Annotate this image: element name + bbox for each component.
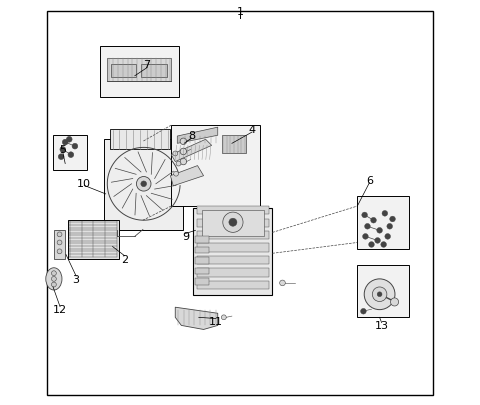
Circle shape bbox=[51, 277, 56, 281]
Circle shape bbox=[391, 298, 398, 306]
Circle shape bbox=[72, 144, 78, 149]
Bar bbox=[357, 265, 409, 318]
Circle shape bbox=[62, 140, 68, 145]
Circle shape bbox=[365, 224, 370, 230]
Circle shape bbox=[60, 147, 66, 153]
Circle shape bbox=[280, 280, 285, 286]
Bar bbox=[197, 219, 269, 227]
Text: 9: 9 bbox=[182, 232, 189, 242]
Circle shape bbox=[136, 177, 151, 192]
Text: 1: 1 bbox=[237, 7, 243, 17]
Circle shape bbox=[66, 137, 72, 143]
Circle shape bbox=[51, 282, 56, 287]
Circle shape bbox=[57, 249, 62, 254]
Bar bbox=[202, 211, 264, 237]
Polygon shape bbox=[108, 59, 171, 81]
Polygon shape bbox=[175, 307, 218, 330]
Circle shape bbox=[221, 315, 226, 320]
Bar bbox=[197, 231, 269, 239]
Circle shape bbox=[59, 154, 64, 160]
Circle shape bbox=[141, 181, 146, 187]
Bar bbox=[110, 65, 136, 78]
Circle shape bbox=[377, 292, 382, 297]
Polygon shape bbox=[170, 166, 204, 186]
Circle shape bbox=[390, 217, 396, 222]
Bar bbox=[54, 231, 65, 259]
Bar bbox=[197, 269, 269, 277]
Bar bbox=[195, 247, 209, 254]
Bar bbox=[222, 136, 246, 154]
Circle shape bbox=[57, 241, 62, 245]
Text: 2: 2 bbox=[121, 254, 128, 264]
Circle shape bbox=[381, 242, 386, 248]
Circle shape bbox=[371, 218, 376, 224]
Text: 4: 4 bbox=[249, 125, 256, 135]
Circle shape bbox=[375, 238, 381, 244]
Bar bbox=[197, 244, 269, 252]
Circle shape bbox=[180, 159, 187, 165]
Bar bbox=[171, 126, 260, 207]
Bar bbox=[100, 47, 180, 98]
Circle shape bbox=[57, 232, 62, 237]
Text: 5: 5 bbox=[60, 145, 66, 155]
Polygon shape bbox=[177, 128, 218, 144]
Text: 3: 3 bbox=[72, 274, 80, 284]
Circle shape bbox=[176, 162, 181, 166]
Circle shape bbox=[362, 213, 368, 218]
Text: 13: 13 bbox=[374, 321, 389, 330]
Circle shape bbox=[180, 139, 187, 145]
Text: 10: 10 bbox=[77, 178, 91, 188]
Bar bbox=[357, 196, 409, 249]
Text: 11: 11 bbox=[209, 317, 223, 326]
Circle shape bbox=[382, 211, 388, 217]
Circle shape bbox=[223, 213, 243, 233]
Circle shape bbox=[229, 219, 237, 227]
Bar bbox=[110, 130, 170, 150]
Circle shape bbox=[68, 152, 74, 158]
Bar bbox=[53, 136, 87, 170]
Bar bbox=[195, 279, 209, 285]
Circle shape bbox=[385, 234, 391, 240]
Circle shape bbox=[372, 287, 387, 302]
Circle shape bbox=[360, 309, 366, 314]
Polygon shape bbox=[171, 140, 212, 162]
Circle shape bbox=[364, 279, 395, 310]
Circle shape bbox=[180, 149, 187, 155]
Bar bbox=[197, 281, 269, 289]
Text: 12: 12 bbox=[53, 305, 67, 314]
Bar bbox=[195, 237, 209, 243]
Circle shape bbox=[173, 151, 178, 156]
Circle shape bbox=[362, 234, 368, 240]
Bar bbox=[197, 256, 269, 264]
Bar bbox=[105, 140, 183, 231]
Bar bbox=[197, 207, 269, 215]
Text: 8: 8 bbox=[188, 131, 195, 141]
Bar bbox=[68, 221, 119, 259]
Circle shape bbox=[174, 172, 179, 177]
Circle shape bbox=[369, 242, 374, 248]
Bar bbox=[195, 268, 209, 275]
Circle shape bbox=[51, 271, 56, 276]
Bar bbox=[195, 258, 209, 264]
Bar bbox=[193, 209, 272, 295]
Text: 6: 6 bbox=[366, 175, 373, 185]
Bar bbox=[141, 65, 167, 78]
Ellipse shape bbox=[46, 268, 62, 290]
Text: 7: 7 bbox=[144, 60, 151, 70]
Circle shape bbox=[387, 224, 393, 230]
Circle shape bbox=[377, 228, 383, 234]
